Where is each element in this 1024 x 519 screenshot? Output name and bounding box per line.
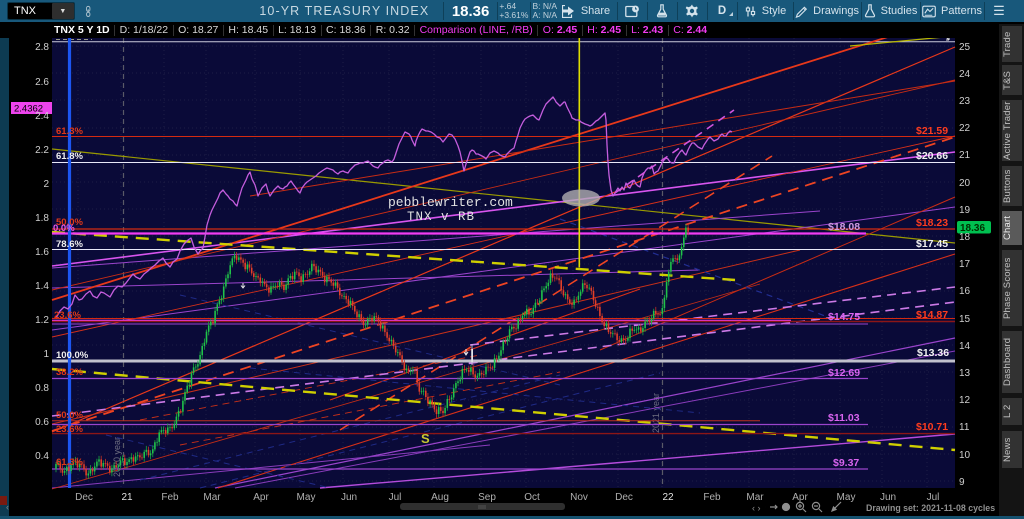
svg-text:13: 13	[959, 368, 971, 379]
svg-text:38.2%: 38.2%	[56, 367, 83, 378]
svg-text:May: May	[297, 492, 316, 503]
svg-text:24: 24	[959, 69, 971, 80]
svg-text:Sep: Sep	[478, 492, 496, 503]
svg-text:1.6: 1.6	[35, 247, 49, 258]
svg-text:61.3%: 61.3%	[56, 457, 83, 468]
svg-text:$11.03: $11.03	[828, 412, 860, 424]
svg-text:19: 19	[959, 205, 971, 216]
svg-text:14: 14	[959, 341, 971, 352]
svg-text:Feb: Feb	[161, 492, 179, 503]
svg-text:Jun: Jun	[341, 492, 357, 503]
svg-text:2: 2	[43, 179, 49, 190]
svg-text:1.8: 1.8	[35, 213, 49, 224]
svg-text:2.6: 2.6	[35, 77, 49, 88]
svg-text:Mar: Mar	[746, 492, 764, 503]
svg-text:2.8: 2.8	[35, 42, 49, 53]
svg-text:20: 20	[959, 178, 971, 189]
svg-text:Mar: Mar	[203, 492, 221, 503]
svg-text:1: 1	[43, 349, 49, 360]
svg-text:Feb: Feb	[703, 492, 721, 503]
svg-text:$10.71: $10.71	[916, 421, 948, 433]
svg-text:12: 12	[959, 395, 971, 406]
svg-text:Nov: Nov	[570, 492, 588, 503]
svg-text:2021 year: 2021 year	[651, 393, 661, 433]
svg-text:61.3%: 61.3%	[56, 126, 83, 137]
svg-text:Apr: Apr	[792, 492, 808, 503]
svg-text:$12.69: $12.69	[828, 367, 860, 379]
svg-text:100.0%: 100.0%	[56, 350, 89, 361]
svg-text:0.6: 0.6	[35, 417, 49, 428]
svg-text:23: 23	[959, 96, 971, 107]
svg-text:$9.37: $9.37	[833, 457, 859, 469]
svg-text:21: 21	[121, 492, 133, 503]
svg-text:‹: ‹	[6, 502, 9, 512]
svg-text:$13.36: $13.36	[917, 347, 949, 359]
svg-text:23.6%: 23.6%	[54, 310, 81, 321]
svg-text:Drawing set: 2021-11-08 cycles: Drawing set: 2021-11-08 cycles	[866, 503, 995, 513]
svg-text:Jun: Jun	[880, 492, 896, 503]
svg-text:Dec: Dec	[75, 492, 93, 503]
svg-text:2.2: 2.2	[35, 145, 49, 156]
svg-text:21: 21	[959, 150, 971, 161]
svg-text:pebblewriter.com: pebblewriter.com	[388, 195, 513, 210]
svg-text:15: 15	[959, 314, 971, 325]
svg-text:0.4: 0.4	[35, 451, 49, 462]
svg-text:61.8%: 61.8%	[56, 151, 83, 162]
svg-text:78.6%: 78.6%	[56, 239, 83, 250]
svg-text:18: 18	[959, 232, 971, 243]
svg-text:2.4362: 2.4362	[14, 104, 43, 115]
svg-text:$17.45: $17.45	[916, 238, 948, 250]
svg-text:9: 9	[959, 477, 965, 488]
svg-text:Jul: Jul	[389, 492, 402, 503]
svg-text:50.0%: 50.0%	[56, 410, 83, 421]
svg-text:17: 17	[959, 259, 971, 270]
svg-text:16: 16	[959, 286, 971, 297]
svg-text:Oct: Oct	[524, 492, 540, 503]
svg-text:10: 10	[959, 450, 971, 461]
svg-text:50.0%: 50.0%	[56, 217, 83, 228]
svg-text:0.8: 0.8	[35, 383, 49, 394]
svg-text:Jul: Jul	[927, 492, 940, 503]
svg-text:2020 year: 2020 year	[112, 437, 122, 477]
svg-text:1.2: 1.2	[35, 315, 49, 326]
svg-text:2.4: 2.4	[35, 111, 49, 122]
svg-text:23.6%: 23.6%	[56, 424, 83, 435]
svg-text:$14.75: $14.75	[828, 311, 860, 323]
svg-text:May: May	[837, 492, 856, 503]
svg-text:11: 11	[959, 422, 970, 433]
svg-text:$14.87: $14.87	[916, 309, 948, 321]
svg-text:S: S	[421, 431, 430, 446]
svg-text:1.4: 1.4	[35, 281, 49, 292]
svg-text:‹ ›: ‹ ›	[752, 503, 761, 513]
svg-text:Dec: Dec	[615, 492, 633, 503]
svg-text:Apr: Apr	[253, 492, 269, 503]
svg-text:25: 25	[959, 42, 971, 53]
svg-text:$18.23: $18.23	[916, 217, 948, 229]
svg-text:22: 22	[662, 492, 674, 503]
svg-text:18.36: 18.36	[960, 223, 985, 234]
svg-text:$21.59: $21.59	[916, 125, 948, 137]
svg-text:$20.66: $20.66	[916, 150, 948, 162]
svg-text:Aug: Aug	[431, 492, 449, 503]
svg-text:22: 22	[959, 123, 971, 134]
svg-text:TNX v RB: TNX v RB	[407, 210, 475, 224]
svg-text:$18.08: $18.08	[828, 221, 860, 233]
svg-text:0.0%: 0.0%	[53, 223, 75, 234]
